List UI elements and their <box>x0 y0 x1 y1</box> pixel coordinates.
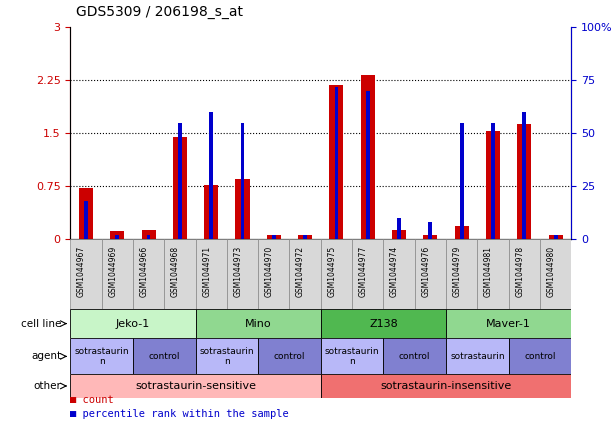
Bar <box>366 91 370 239</box>
Bar <box>133 338 196 374</box>
Text: sotrastaurin: sotrastaurin <box>450 352 505 361</box>
Bar <box>70 374 321 398</box>
Bar <box>477 239 509 309</box>
Text: GSM1044980: GSM1044980 <box>547 246 555 297</box>
Text: GSM1044978: GSM1044978 <box>515 246 524 297</box>
Text: GSM1044966: GSM1044966 <box>139 246 148 297</box>
Bar <box>509 239 540 309</box>
Bar <box>70 239 101 309</box>
Bar <box>290 239 321 309</box>
Bar <box>384 239 415 309</box>
Bar <box>70 338 133 374</box>
Bar <box>446 338 509 374</box>
Bar <box>518 124 532 239</box>
Bar <box>303 235 307 239</box>
Bar <box>321 309 446 338</box>
Bar <box>460 123 464 239</box>
Text: sotrastaurin
n: sotrastaurin n <box>75 347 129 366</box>
Bar <box>321 239 352 309</box>
Text: sotrastaurin
n: sotrastaurin n <box>200 347 254 366</box>
Text: GDS5309 / 206198_s_at: GDS5309 / 206198_s_at <box>76 5 243 19</box>
Bar <box>142 230 156 239</box>
Text: Z138: Z138 <box>369 319 398 329</box>
Text: control: control <box>148 352 180 361</box>
Bar <box>321 374 571 398</box>
Text: GSM1044974: GSM1044974 <box>390 246 399 297</box>
Bar <box>298 236 312 239</box>
Bar <box>486 131 500 239</box>
Bar <box>204 185 218 239</box>
Text: GSM1044971: GSM1044971 <box>202 246 211 297</box>
Bar <box>164 239 196 309</box>
Bar <box>554 235 557 239</box>
Bar <box>446 309 571 338</box>
Bar <box>397 218 401 239</box>
Text: GSM1044981: GSM1044981 <box>484 246 493 297</box>
Bar <box>110 231 124 239</box>
Bar <box>446 239 477 309</box>
Bar <box>522 112 526 239</box>
Text: ■ percentile rank within the sample: ■ percentile rank within the sample <box>70 409 289 419</box>
Text: sotrastaurin
n: sotrastaurin n <box>325 347 379 366</box>
Bar <box>491 123 495 239</box>
Bar <box>384 338 446 374</box>
Bar <box>235 179 249 239</box>
Bar <box>455 225 469 239</box>
Bar <box>360 75 375 239</box>
Bar <box>115 235 119 239</box>
Text: ■ count: ■ count <box>70 395 114 405</box>
Text: agent: agent <box>31 352 61 361</box>
Text: control: control <box>274 352 306 361</box>
Bar <box>549 235 563 239</box>
Text: sotrastaurin-sensitive: sotrastaurin-sensitive <box>135 381 256 391</box>
Bar <box>423 236 437 239</box>
Text: Jeko-1: Jeko-1 <box>115 319 150 329</box>
Bar <box>210 112 213 239</box>
Bar <box>267 236 281 239</box>
Text: GSM1044972: GSM1044972 <box>296 246 305 297</box>
Text: GSM1044979: GSM1044979 <box>453 246 462 297</box>
Text: GSM1044973: GSM1044973 <box>233 246 243 297</box>
Bar <box>241 123 244 239</box>
Bar <box>79 188 93 239</box>
Bar <box>415 239 446 309</box>
Bar <box>173 137 187 239</box>
Text: Maver-1: Maver-1 <box>486 319 531 329</box>
Bar <box>101 239 133 309</box>
Text: GSM1044968: GSM1044968 <box>171 246 180 297</box>
Bar <box>540 239 571 309</box>
Bar <box>428 222 432 239</box>
Bar <box>321 338 384 374</box>
Text: Mino: Mino <box>245 319 271 329</box>
Text: cell line: cell line <box>21 319 61 329</box>
Bar <box>258 239 290 309</box>
Bar <box>392 230 406 239</box>
Bar <box>147 235 150 239</box>
Text: GSM1044977: GSM1044977 <box>359 246 368 297</box>
Text: GSM1044976: GSM1044976 <box>422 246 430 297</box>
Text: GSM1044969: GSM1044969 <box>108 246 117 297</box>
Bar <box>509 338 571 374</box>
Bar <box>329 85 343 239</box>
Bar <box>258 338 321 374</box>
Bar <box>196 309 321 338</box>
Bar <box>196 239 227 309</box>
Bar <box>352 239 384 309</box>
Text: control: control <box>524 352 556 361</box>
Text: sotrastaurin-insensitive: sotrastaurin-insensitive <box>381 381 511 391</box>
Text: control: control <box>399 352 431 361</box>
Bar <box>335 87 338 239</box>
Text: other: other <box>33 381 61 391</box>
Text: GSM1044970: GSM1044970 <box>265 246 274 297</box>
Bar <box>84 201 88 239</box>
Bar <box>196 338 258 374</box>
Bar <box>178 123 181 239</box>
Bar <box>133 239 164 309</box>
Text: GSM1044967: GSM1044967 <box>77 246 86 297</box>
Text: GSM1044975: GSM1044975 <box>327 246 337 297</box>
Bar <box>272 235 276 239</box>
Bar <box>70 309 196 338</box>
Bar <box>227 239 258 309</box>
